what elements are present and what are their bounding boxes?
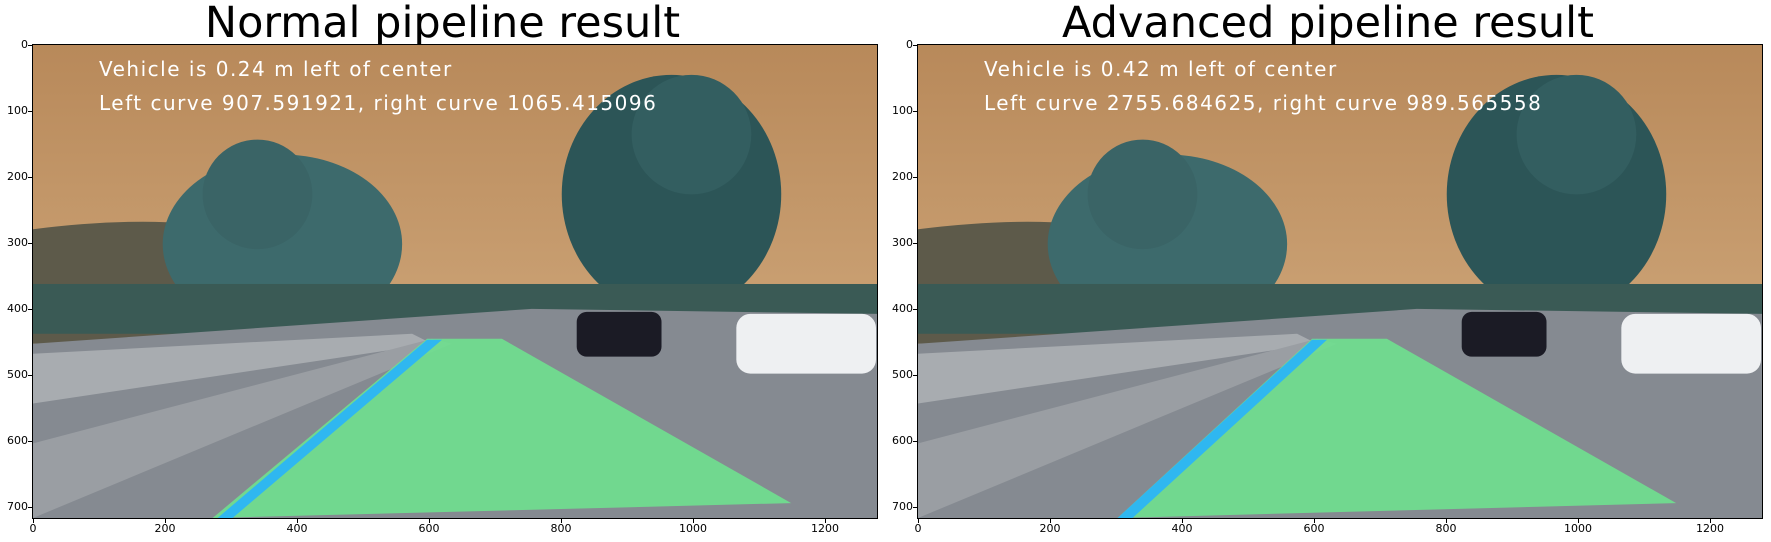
y-tick: 500 [0,368,32,381]
y-tick: 0 [885,38,917,51]
x-tick: 800 [541,519,581,535]
road-scene-image [918,45,1762,518]
y-tick: 400 [0,302,32,315]
y-tick: 100 [0,104,32,117]
x-tick: 400 [1162,519,1202,535]
y-tick: 300 [0,236,32,249]
x-tick: 200 [145,519,185,535]
left-panel: Normal pipeline result Vehicle [0,0,885,542]
x-tick: 0 [898,519,938,535]
curve-radius-text: Left curve 2755.684625, right curve 989.… [984,91,1543,115]
y-tick: 200 [885,170,917,183]
y-tick: 100 [885,104,917,117]
y-tick: 400 [885,302,917,315]
x-tick: 600 [1294,519,1334,535]
image-axes: Vehicle is 0.42 m left of center Left cu… [917,44,1763,519]
x-tick: 1000 [673,519,713,535]
vehicle-offset-text: Vehicle is 0.42 m left of center [984,57,1338,81]
panel-title: Normal pipeline result [204,0,681,48]
x-tick: 400 [277,519,317,535]
y-tick: 700 [885,500,917,513]
vehicle-offset-text: Vehicle is 0.24 m left of center [99,57,453,81]
x-tick: 800 [1426,519,1466,535]
x-tick: 1200 [1690,519,1730,535]
y-tick: 600 [885,434,917,447]
x-tick: 0 [13,519,53,535]
curve-radius-text: Left curve 907.591921, right curve 1065.… [99,91,658,115]
x-tick: 1200 [805,519,845,535]
right-panel: Advanced pipeline result Vehicl [885,0,1771,542]
y-tick: 200 [0,170,32,183]
x-tick: 200 [1030,519,1070,535]
y-tick: 300 [885,236,917,249]
road-scene-image [33,45,877,518]
image-axes: Vehicle is 0.24 m left of center Left cu… [32,44,878,519]
y-tick: 700 [0,500,32,513]
y-tick: 600 [0,434,32,447]
x-tick: 1000 [1558,519,1598,535]
panel-title: Advanced pipeline result [1062,0,1594,48]
y-tick: 0 [0,38,32,51]
y-tick: 500 [885,368,917,381]
x-tick: 600 [409,519,449,535]
